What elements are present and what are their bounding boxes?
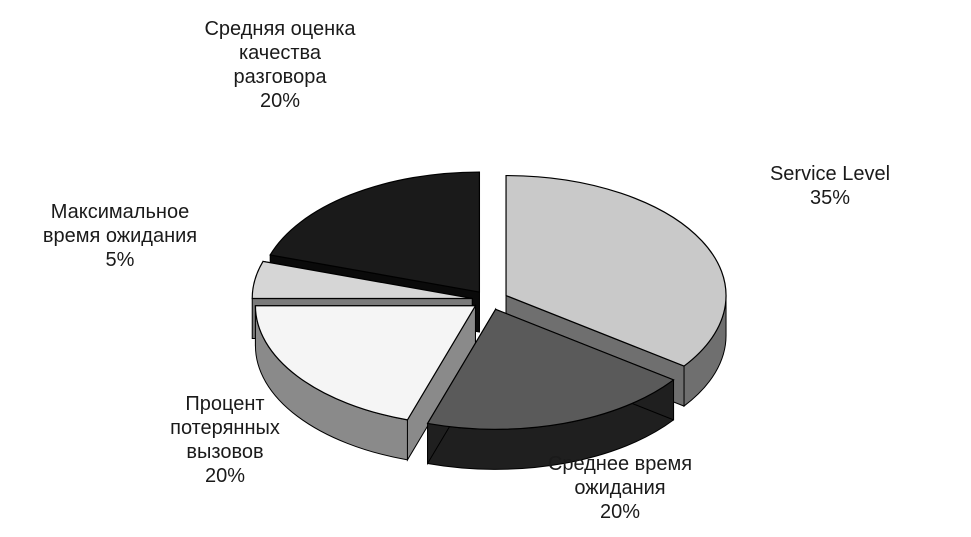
slice-label: Средняя оценкакачестваразговора20% [204, 18, 356, 112]
pie-chart: Service Level35% Среднее времяожидания20%… [0, 0, 971, 537]
slice-label: Максимальноевремя ожидания5% [43, 201, 197, 271]
slice-label: Service Level35% [770, 163, 890, 209]
slice-label: Среднее времяожидания20% [548, 453, 692, 523]
slice-label: Процентпотерянныхвызовов20% [170, 393, 280, 487]
